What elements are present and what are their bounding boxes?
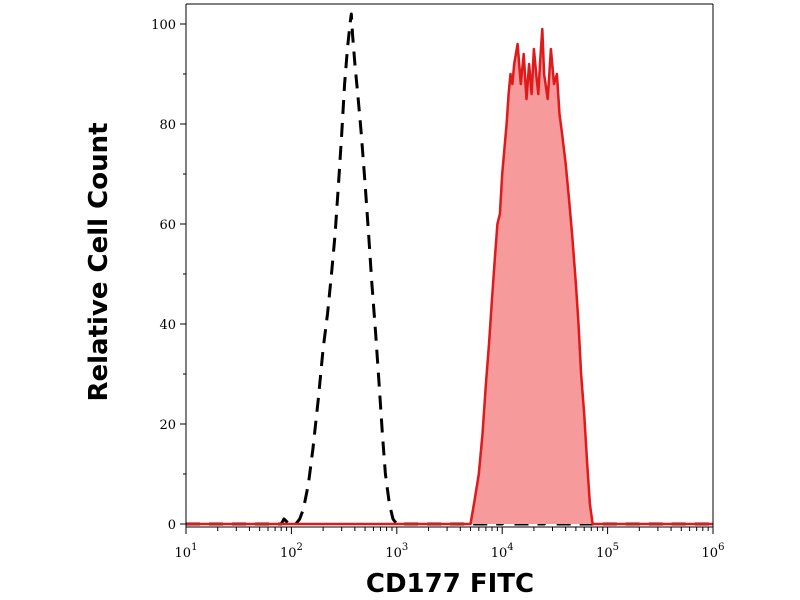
x-axis-title: CD177 FITC: [366, 569, 534, 599]
plot-area: [186, 12, 713, 526]
x-tick-label: 104: [491, 542, 514, 561]
y-tick-label: 100: [151, 18, 176, 33]
series-0-line: [186, 12, 713, 526]
y-axis-title: Relative Cell Count: [84, 122, 114, 401]
y-tick-label: 80: [159, 118, 176, 133]
series-1-fill: [186, 29, 713, 524]
y-tick-label: 60: [159, 218, 176, 233]
axes: 0 20 40 60 80 100 101 102 103 104 105 106: [151, 3, 725, 561]
x-tick-label: 106: [702, 542, 725, 561]
x-tick-label: 101: [175, 542, 198, 561]
series-1-line: [186, 27, 713, 526]
y-tick-label: 0: [168, 518, 176, 533]
y-tick-label: 20: [159, 418, 176, 433]
x-tick-label: 105: [596, 542, 619, 561]
y-tick-label: 40: [159, 318, 176, 333]
x-tick-label: 102: [280, 542, 303, 561]
x-tick-label: 103: [385, 542, 408, 561]
